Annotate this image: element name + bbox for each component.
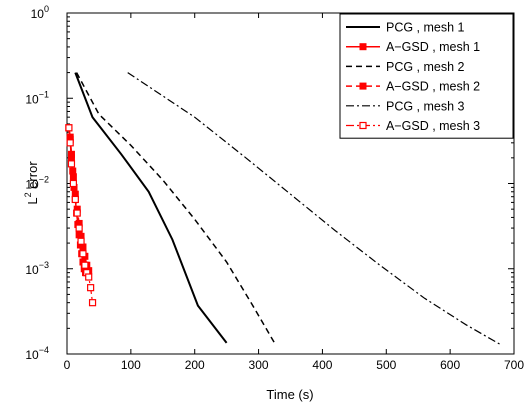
x-tick-label: 300 [249, 358, 269, 372]
legend-entry: PCG , mesh 2 [346, 60, 465, 74]
data-point [66, 139, 74, 147]
svg-text:L2 error: L2 error [23, 161, 40, 205]
y-tick-base: 10 [25, 92, 39, 106]
data-point [67, 160, 76, 168]
series-line [75, 72, 276, 344]
x-tick-label: 0 [64, 358, 71, 372]
legend-marker [359, 82, 367, 90]
legend-box [339, 13, 514, 139]
y-tick-label: 100 [31, 4, 49, 21]
y-tick-base: 10 [25, 263, 39, 277]
data-point [75, 224, 83, 232]
legend-entry: PCG , mesh 3 [346, 99, 465, 113]
legend-label: A−GSD , mesh 2 [386, 80, 480, 94]
y-tick-label: 10−4 [25, 345, 49, 362]
data-point [71, 195, 79, 204]
series-6 [65, 124, 97, 307]
legend-label: PCG , mesh 3 [386, 99, 465, 113]
x-tick-label: 500 [376, 358, 396, 372]
x-tick-label: 600 [440, 358, 460, 372]
y-axis-label: L2 error [23, 161, 40, 205]
x-tick-label: 200 [185, 358, 205, 372]
series-1 [74, 72, 228, 344]
legend-entry: A−GSD , mesh 2 [346, 80, 480, 94]
legend-entry: A−GSD , mesh 1 [346, 40, 480, 54]
series-line [74, 72, 228, 344]
legend-label: A−GSD , mesh 3 [386, 119, 480, 133]
y-tick-exp: −3 [39, 260, 49, 270]
series-5 [127, 72, 501, 345]
legend-marker [359, 121, 367, 130]
x-axis-label: Time (s) [266, 387, 313, 402]
series-line [127, 72, 501, 345]
data-point [77, 237, 85, 245]
y-tick-exp: 0 [44, 4, 49, 14]
legend-label: PCG , mesh 1 [386, 21, 465, 35]
y-tick-base: 10 [25, 348, 39, 362]
legend-marker [359, 43, 367, 51]
y-tick-exp: −2 [39, 175, 49, 185]
y-tick-label: 10−2 [25, 175, 49, 192]
y-axis-label-base: L [25, 197, 40, 204]
data-point [81, 261, 89, 269]
data-point [73, 209, 81, 217]
y-tick-label: 10−1 [25, 89, 49, 106]
x-tick-label: 700 [504, 358, 524, 372]
legend: PCG , mesh 1 A−GSD , mesh 1 PCG , mesh 2 A−… [339, 13, 514, 139]
y-tick-base: 10 [31, 7, 45, 21]
y-tick-exp: −1 [39, 89, 49, 99]
data-point [65, 124, 73, 132]
y-tick-exp: −4 [39, 345, 49, 355]
y-tick-label: 10−3 [25, 260, 49, 277]
y-axis-label-sup: 2 [23, 192, 33, 197]
data-point [79, 250, 87, 258]
series-3 [75, 72, 276, 344]
x-tick-label: 100 [121, 358, 141, 372]
data-point [87, 284, 95, 292]
legend-entry: A−GSD , mesh 3 [346, 119, 480, 133]
data-point [85, 273, 93, 281]
legend-entry: PCG , mesh 1 [346, 21, 465, 35]
series-layer [65, 72, 501, 345]
legend-label: PCG , mesh 2 [386, 60, 465, 74]
legend-label: A−GSD , mesh 1 [386, 40, 480, 54]
y-tick-base: 10 [25, 178, 39, 192]
data-point [88, 299, 97, 307]
x-tick-label: 400 [312, 358, 332, 372]
y-axis-label-rest: error [25, 161, 40, 193]
data-point [79, 243, 87, 251]
data-point [69, 179, 77, 188]
